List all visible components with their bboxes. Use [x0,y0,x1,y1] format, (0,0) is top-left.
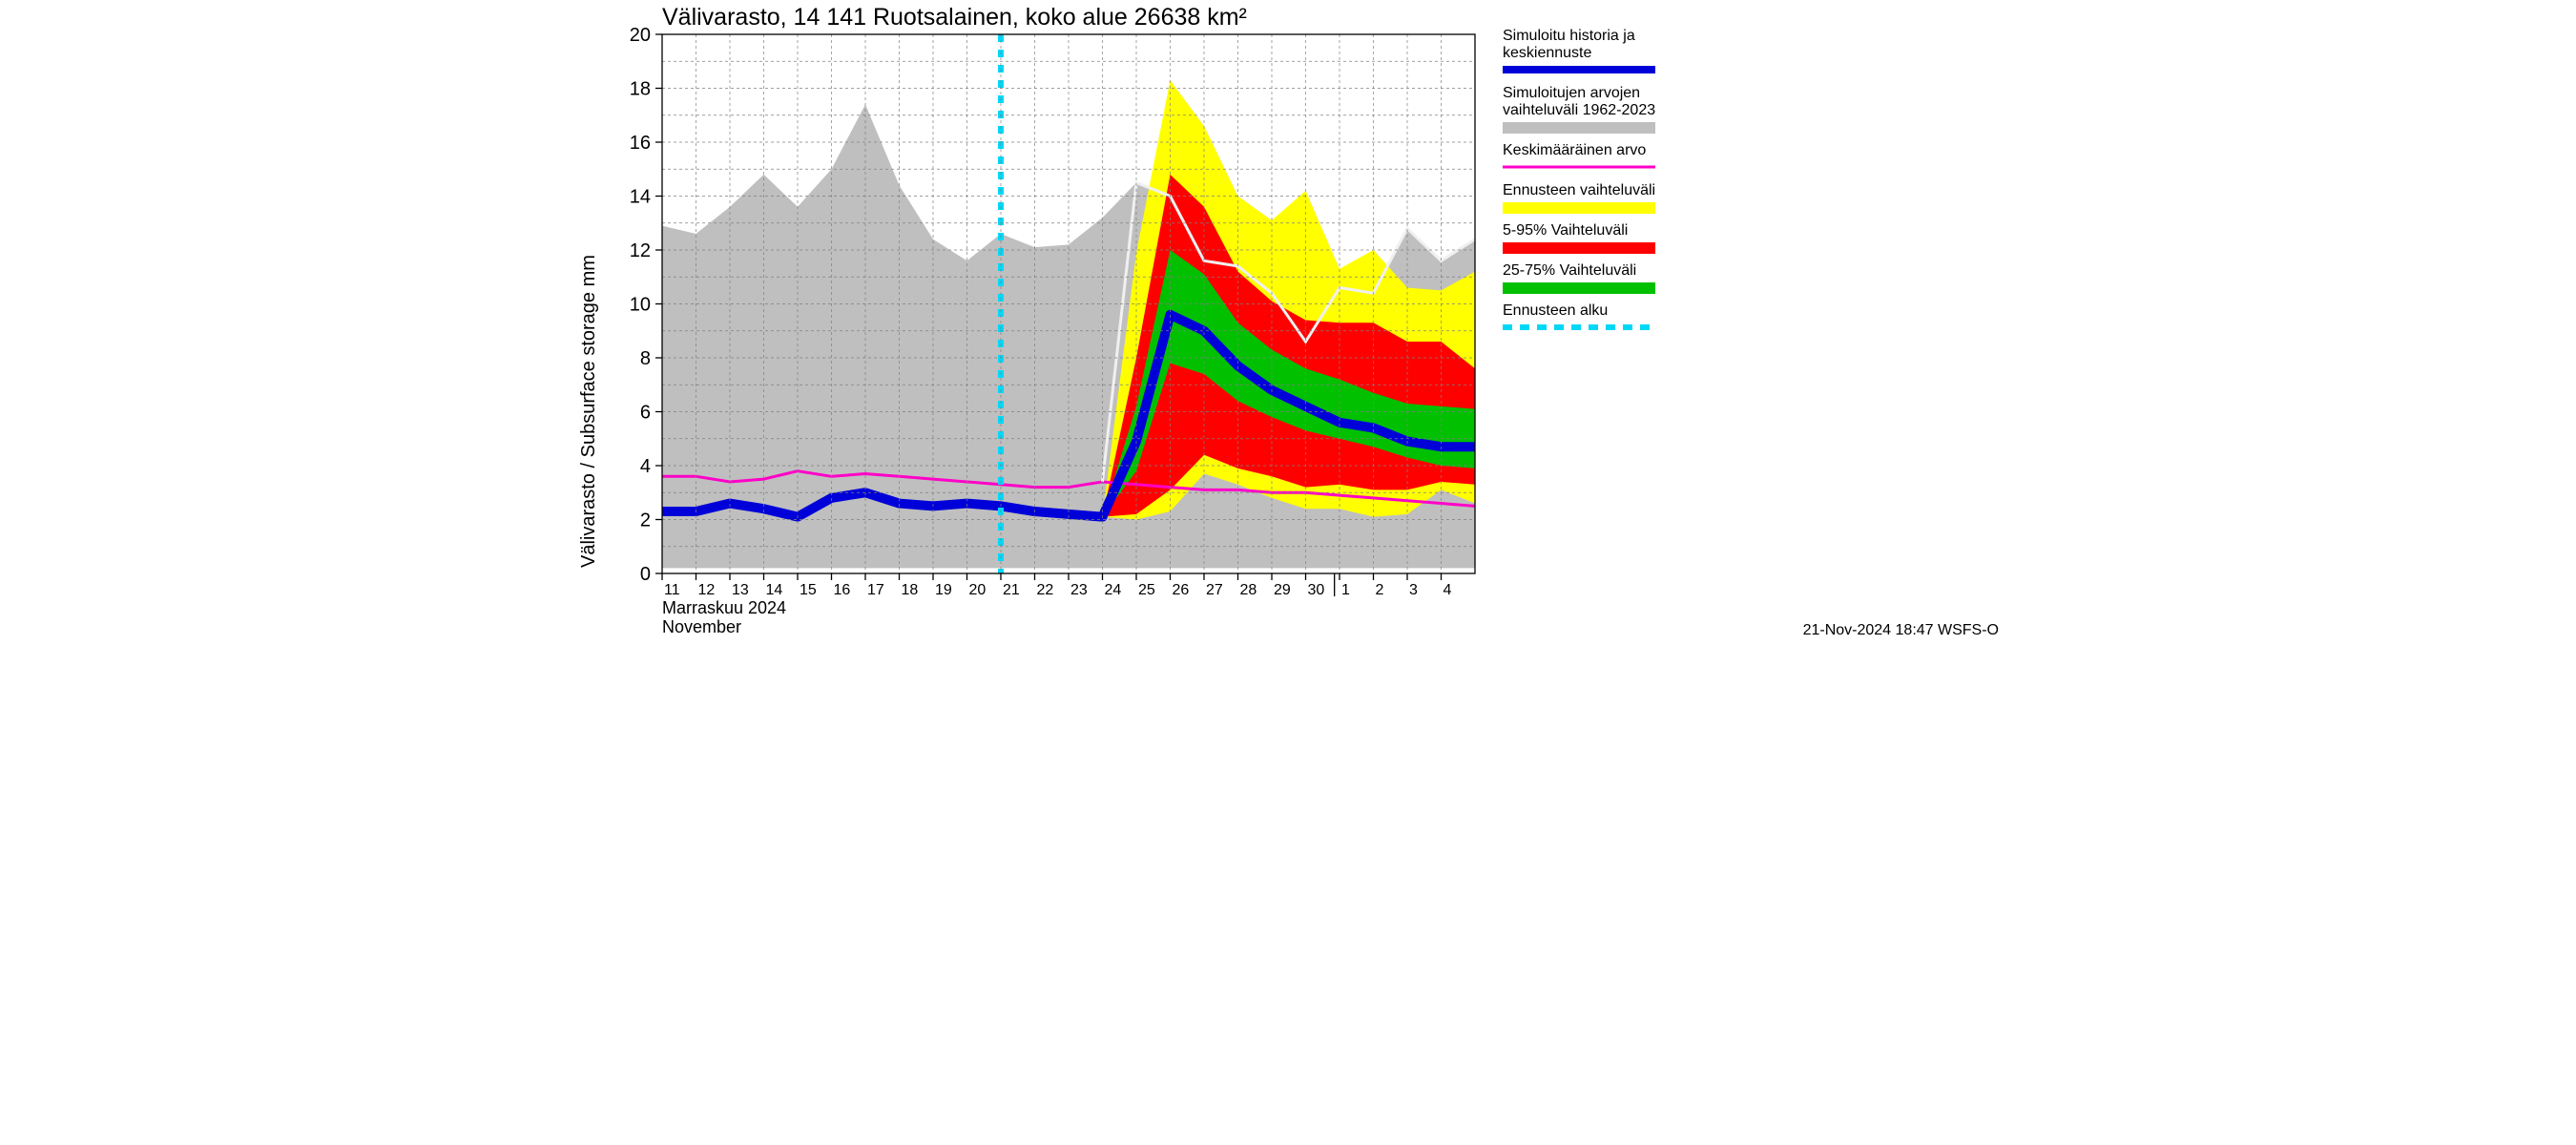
x-tick-label: 3 [1409,582,1418,598]
legend-label: Ennusteen vaihteluväli [1503,182,1655,198]
x-tick-label: 20 [969,582,987,598]
x-tick-label: 16 [834,582,851,598]
x-tick-label: 26 [1173,582,1190,598]
y-tick-label: 18 [630,79,651,100]
y-axis-label: Välivarasto / Subsurface storage mm [578,255,599,568]
legend-label: Keskimääräinen arvo [1503,142,1646,158]
x-tick-label: 25 [1138,582,1155,598]
x-tick-label: 1 [1341,582,1350,598]
x-tick-label: 14 [766,582,783,598]
y-tick-label: 16 [630,133,651,154]
x-tick-label: 19 [935,582,952,598]
y-tick-label: 6 [640,403,651,424]
legend-label: Simuloitu historia ja [1503,28,1635,44]
chart-svg: 0246810121416182011121314151617181920212… [568,0,2008,640]
y-tick-label: 12 [630,240,651,261]
x-tick-label: 13 [732,582,749,598]
footer-timestamp: 21-Nov-2024 18:47 WSFS-O [1803,622,1999,638]
x-tick-label: 27 [1206,582,1223,598]
legend-swatch [1503,122,1655,134]
x-tick-label: 22 [1037,582,1054,598]
y-tick-label: 10 [630,295,651,316]
x-tick-label: 28 [1240,582,1257,598]
legend-label: vaihteluväli 1962-2023 [1503,102,1655,118]
y-tick-label: 0 [640,564,651,585]
y-tick-label: 2 [640,510,651,531]
legend-label: 5-95% Vaihteluväli [1503,222,1628,239]
y-tick-label: 4 [640,456,651,477]
legend-swatch [1503,202,1655,214]
x-tick-label: 11 [664,582,680,598]
x-tick-label: 24 [1105,582,1122,598]
chart-container: 0246810121416182011121314151617181920212… [568,0,2008,640]
y-tick-label: 20 [630,25,651,46]
x-tick-label: 18 [902,582,919,598]
legend-label: Simuloitujen arvojen [1503,85,1640,101]
x-tick-label: 4 [1444,582,1452,598]
legend-swatch [1503,242,1655,254]
x-tick-label: 30 [1308,582,1325,598]
x-tick-label: 15 [800,582,817,598]
legend-label: 25-75% Vaihteluväli [1503,262,1636,279]
x-tick-label: 23 [1070,582,1088,598]
legend-label: keskiennuste [1503,45,1591,61]
x-tick-label: 21 [1003,582,1020,598]
legend-label: Ennusteen alku [1503,302,1608,319]
x-tick-label: 17 [867,582,884,598]
y-tick-label: 14 [630,187,651,208]
x-tick-label: 29 [1274,582,1291,598]
x-month-label-fi: Marraskuu 2024 [662,598,786,617]
x-tick-label: 12 [698,582,716,598]
x-month-label-en: November [662,617,741,636]
chart-title: Välivarasto, 14 141 Ruotsalainen, koko a… [662,4,1247,31]
y-tick-label: 8 [640,348,651,369]
x-tick-label: 2 [1376,582,1384,598]
legend-swatch [1503,282,1655,294]
